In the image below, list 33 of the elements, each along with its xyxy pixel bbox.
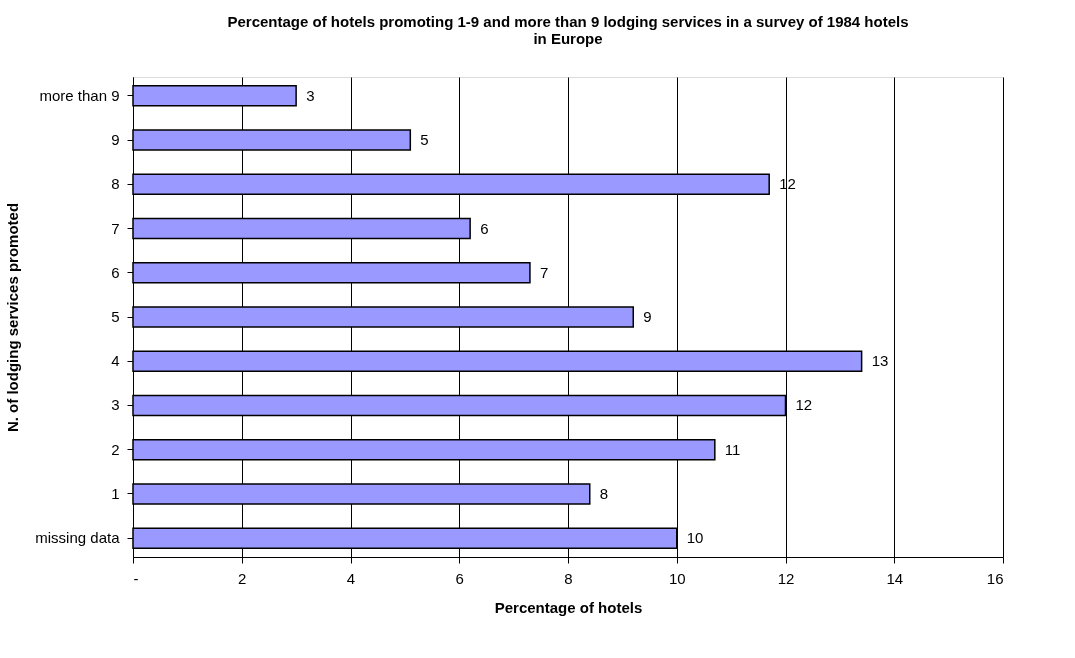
x-tick-label: 6 (455, 569, 464, 587)
data-label: 8 (599, 484, 609, 502)
x-tick-label: 14 (886, 569, 904, 587)
data-label: 11 (724, 440, 741, 458)
x-tick-label: 2 (238, 569, 247, 587)
x-tick-label: - (133, 569, 139, 587)
x-tick-label: 16 (986, 569, 1004, 587)
x-tick-label: 12 (777, 569, 795, 587)
x-tick-label: 4 (346, 569, 356, 587)
y-tick-label: 9 (111, 131, 120, 149)
y-tick-label: 3 (111, 396, 120, 414)
y-axis-title: N. of lodging services promoted (4, 202, 22, 433)
y-tick-label: missing data (35, 529, 121, 547)
data-label: 12 (795, 396, 813, 414)
x-tick-label: 10 (668, 569, 686, 587)
data-label: 6 (480, 219, 489, 237)
data-label: 3 (306, 86, 315, 104)
data-label: 10 (686, 529, 704, 547)
y-tick-label: 7 (111, 219, 120, 237)
y-tick-label: 5 (111, 308, 120, 325)
chart-title: Percentage of hotels promoting 1-9 and more than 9 lodging services in a survey of 1984 hotels in Europe (227, 13, 909, 47)
x-axis-title: Percentage of hotels (494, 598, 643, 616)
data-label: 7 (539, 263, 549, 281)
y-tick-label: 2 (111, 440, 120, 458)
y-tick-label: 1 (111, 484, 120, 502)
y-tick-label: 6 (111, 263, 120, 281)
data-label: 9 (643, 308, 652, 325)
y-tick-label: more than 9 (39, 86, 120, 104)
x-tick-label: 8 (564, 569, 573, 587)
data-label: 5 (420, 131, 429, 149)
y-tick-label: 4 (111, 352, 120, 370)
data-label: 13 (871, 352, 889, 370)
y-tick-label: 8 (111, 175, 120, 193)
